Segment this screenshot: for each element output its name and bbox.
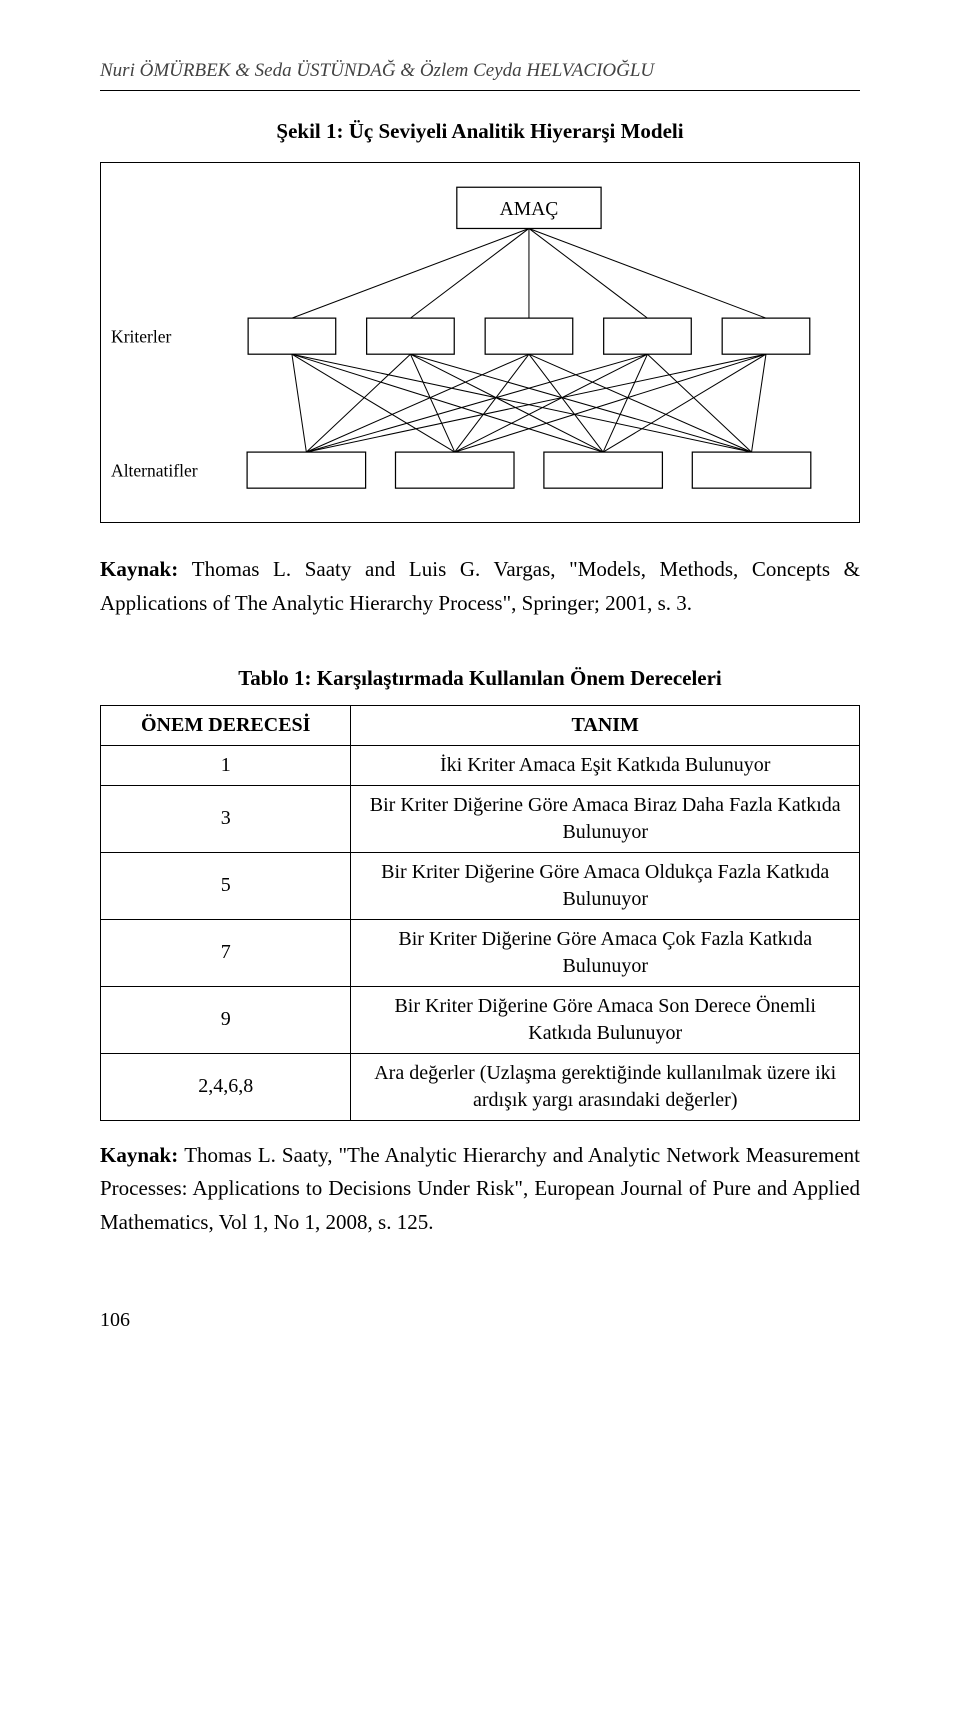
table-row: 3Bir Kriter Diğerine Göre Amaca Biraz Da…	[101, 785, 860, 852]
edge-line	[529, 228, 648, 318]
table-row: 1İki Kriter Amaca Eşit Katkıda Bulunuyor	[101, 745, 860, 785]
criterion-box	[722, 318, 810, 354]
definition-cell: İki Kriter Amaca Eşit Katkıda Bulunuyor	[351, 745, 860, 785]
definition-cell: Bir Kriter Diğerine Göre Amaca Çok Fazla…	[351, 919, 860, 986]
definition-cell: Ara değerler (Uzlaşma gerektiğinde kulla…	[351, 1053, 860, 1120]
alternative-box	[544, 452, 663, 488]
edge-line	[292, 354, 306, 452]
table-header-row: ÖNEM DERECESİ TANIM	[101, 705, 860, 745]
alternative-box	[692, 452, 811, 488]
alternative-box	[395, 452, 514, 488]
table-row: 2,4,6,8Ara değerler (Uzlaşma gerektiğind…	[101, 1053, 860, 1120]
edge-line	[306, 354, 766, 452]
edge-line	[410, 354, 751, 452]
col-definition: TANIM	[351, 705, 860, 745]
page-number: 106	[100, 1309, 860, 1332]
criterion-box	[248, 318, 336, 354]
edge-line	[529, 354, 603, 452]
alternative-box	[247, 452, 366, 488]
alternatives-label: Alternatifler	[111, 460, 198, 480]
edge-line	[752, 354, 766, 452]
col-degree: ÖNEM DERECESİ	[101, 705, 351, 745]
figure-title: Şekil 1: Üç Seviyeli Analitik Hiyerarşi …	[100, 119, 860, 144]
table-title: Tablo 1: Karşılaştırmada Kullanılan Önem…	[100, 666, 860, 691]
degree-cell: 1	[101, 745, 351, 785]
edge-line	[292, 228, 529, 318]
degree-cell: 7	[101, 919, 351, 986]
edge-line	[410, 228, 529, 318]
criterion-box	[604, 318, 692, 354]
edge-line	[306, 354, 647, 452]
criterion-box	[367, 318, 455, 354]
importance-table: ÖNEM DERECESİ TANIM 1İki Kriter Amaca Eş…	[100, 705, 860, 1121]
figure-source: Kaynak: Thomas L. Saaty and Luis G. Varg…	[100, 553, 860, 620]
edge-line	[529, 228, 766, 318]
table-row: 9Bir Kriter Diğerine Göre Amaca Son Dere…	[101, 986, 860, 1053]
degree-cell: 5	[101, 852, 351, 919]
authors-header: Nuri ÖMÜRBEK & Seda ÜSTÜNDAĞ & Özlem Cey…	[100, 60, 860, 91]
definition-cell: Bir Kriter Diğerine Göre Amaca Oldukça F…	[351, 852, 860, 919]
edge-line	[455, 354, 529, 452]
source-body: Thomas L. Saaty and Luis G. Vargas, "Mod…	[100, 557, 860, 615]
goal-label: AMAÇ	[500, 199, 559, 220]
hierarchy-diagram: AMAÇ Kriterler Alternatifler	[100, 162, 860, 523]
degree-cell: 2,4,6,8	[101, 1053, 351, 1120]
table-row: 7Bir Kriter Diğerine Göre Amaca Çok Fazl…	[101, 919, 860, 986]
source2-body: Thomas L. Saaty, "The Analytic Hierarchy…	[100, 1143, 860, 1234]
table-row: 5Bir Kriter Diğerine Göre Amaca Oldukça …	[101, 852, 860, 919]
table-source: Kaynak: Thomas L. Saaty, "The Analytic H…	[100, 1139, 860, 1240]
degree-cell: 9	[101, 986, 351, 1053]
edge-line	[455, 354, 648, 452]
definition-cell: Bir Kriter Diğerine Göre Amaca Son Derec…	[351, 986, 860, 1053]
criterion-box	[485, 318, 573, 354]
source-prefix: Kaynak:	[100, 557, 192, 581]
degree-cell: 3	[101, 785, 351, 852]
edge-line	[292, 354, 752, 452]
source2-prefix: Kaynak:	[100, 1143, 184, 1167]
edge-line	[410, 354, 603, 452]
definition-cell: Bir Kriter Diğerine Göre Amaca Biraz Dah…	[351, 785, 860, 852]
hierarchy-svg: AMAÇ Kriterler Alternatifler	[109, 179, 851, 498]
criteria-label: Kriterler	[111, 326, 171, 346]
